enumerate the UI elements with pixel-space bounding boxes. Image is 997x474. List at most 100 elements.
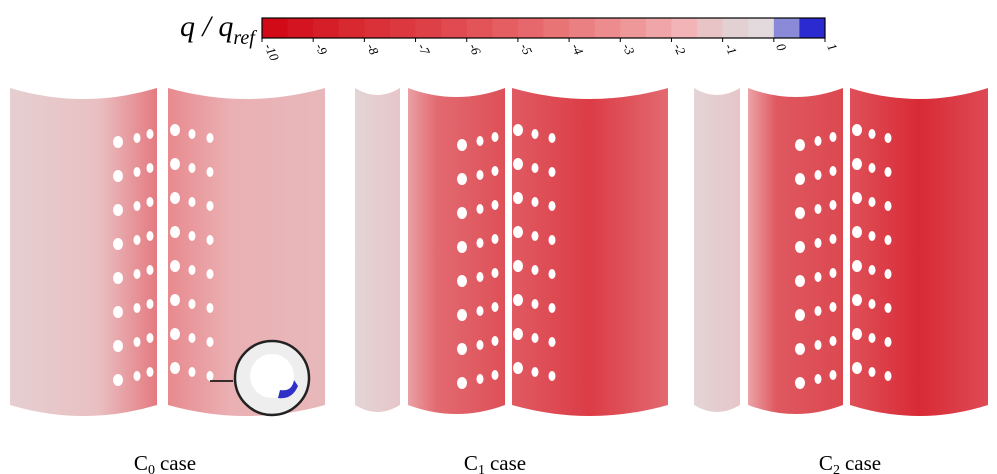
cooling-hole <box>549 133 556 143</box>
colorbar-segment <box>416 18 442 38</box>
cooling-hole <box>113 238 123 250</box>
cooling-hole <box>815 340 822 350</box>
blade-surface <box>408 88 505 414</box>
label-sub: ref <box>233 27 257 49</box>
cooling-hole <box>477 136 484 146</box>
cooling-hole <box>207 303 214 313</box>
cooling-hole <box>852 328 862 340</box>
cooling-hole <box>549 201 556 211</box>
cooling-hole <box>147 197 154 207</box>
colorbar-segment <box>441 18 467 38</box>
cooling-hole <box>457 241 467 253</box>
cooling-hole <box>869 367 876 377</box>
cooling-hole <box>513 124 523 136</box>
cooling-hole <box>457 309 467 321</box>
blade-surface <box>748 88 843 414</box>
cooling-hole <box>830 234 837 244</box>
colorbar-segment <box>646 18 672 38</box>
colorbar-segment <box>697 18 723 38</box>
cooling-hole <box>885 235 892 245</box>
caption-base: C <box>819 451 833 474</box>
cooling-hole <box>189 299 196 309</box>
cooling-hole <box>170 294 180 306</box>
cooling-hole <box>477 170 484 180</box>
cooling-hole <box>549 337 556 347</box>
cooling-hole <box>113 340 123 352</box>
cooling-hole <box>830 200 837 210</box>
cooling-hole <box>170 124 180 136</box>
cooling-hole <box>147 299 154 309</box>
cooling-hole <box>513 260 523 272</box>
cooling-hole <box>869 197 876 207</box>
colorbar-tick-label: -2 <box>671 41 689 58</box>
cooling-hole <box>549 167 556 177</box>
colorbar-segment <box>288 18 314 38</box>
colorbar-tick-label: 0 <box>773 41 790 54</box>
cooling-hole <box>830 268 837 278</box>
cooling-hole <box>457 173 467 185</box>
cooling-hole <box>492 234 499 244</box>
cooling-hole <box>532 163 539 173</box>
cooling-hole <box>852 294 862 306</box>
colorbar-tick-label: -9 <box>312 41 330 58</box>
cooling-hole <box>795 241 805 253</box>
colorbar-segment <box>671 18 697 38</box>
caption-suffix: case <box>160 451 196 474</box>
panels <box>10 88 988 416</box>
cooling-hole <box>113 136 123 148</box>
cooling-hole <box>885 201 892 211</box>
cooling-hole <box>795 343 805 355</box>
colorbar-tick-label: -7 <box>415 41 433 58</box>
cooling-hole <box>134 167 141 177</box>
cooling-hole <box>815 170 822 180</box>
cooling-hole <box>189 367 196 377</box>
cooling-hole <box>513 362 523 374</box>
cooling-hole <box>207 167 214 177</box>
cooling-hole <box>170 226 180 238</box>
cooling-hole <box>852 260 862 272</box>
cooling-hole <box>815 238 822 248</box>
colorbar-segment <box>620 18 646 38</box>
colorbar-segment <box>595 18 621 38</box>
cooling-hole <box>885 269 892 279</box>
colorbar-segment <box>748 18 774 38</box>
cooling-hole <box>869 163 876 173</box>
colorbar-segment <box>569 18 595 38</box>
caption-sub: 1 <box>478 463 485 474</box>
cooling-hole <box>513 226 523 238</box>
cooling-hole <box>869 333 876 343</box>
colorbar-segment <box>723 18 749 38</box>
cooling-hole <box>795 207 805 219</box>
cooling-hole <box>869 299 876 309</box>
cooling-hole <box>815 374 822 384</box>
cooling-hole <box>885 303 892 313</box>
colorbar-segment <box>364 18 390 38</box>
cooling-hole <box>795 173 805 185</box>
cooling-hole <box>532 299 539 309</box>
colorbar-segment <box>544 18 570 38</box>
cooling-hole <box>549 269 556 279</box>
colorbar-tick-label: -3 <box>620 41 638 58</box>
cooling-hole <box>532 333 539 343</box>
cooling-hole <box>170 328 180 340</box>
colorbar-segment <box>799 18 825 38</box>
cooling-hole <box>147 163 154 173</box>
cooling-hole <box>189 265 196 275</box>
caption-suffix: case <box>490 451 526 474</box>
cooling-hole <box>170 362 180 374</box>
cooling-hole <box>513 158 523 170</box>
cooling-hole <box>457 377 467 389</box>
cooling-hole <box>147 333 154 343</box>
colorbar-tick-label: -1 <box>722 41 740 57</box>
cooling-hole <box>852 362 862 374</box>
cooling-hole <box>532 367 539 377</box>
cooling-hole <box>492 200 499 210</box>
cooling-hole <box>513 328 523 340</box>
cooling-hole <box>532 265 539 275</box>
colorbar-tick-label: -10 <box>261 41 282 63</box>
caption-sub: 2 <box>833 463 840 474</box>
cooling-hole <box>532 129 539 139</box>
cooling-hole <box>170 260 180 272</box>
